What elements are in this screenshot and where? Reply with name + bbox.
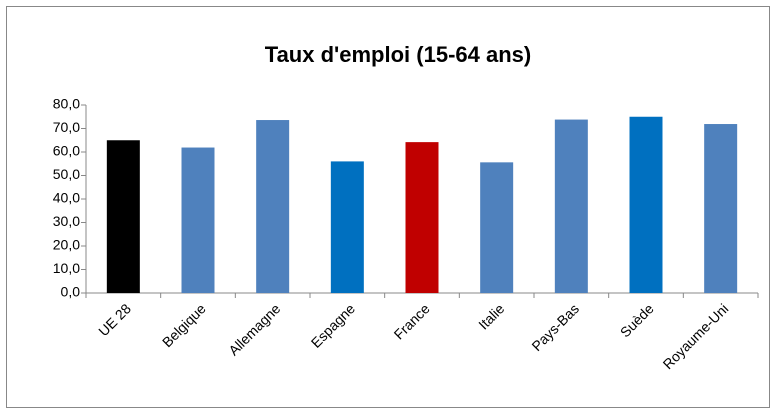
y-tick-label: 0,0 bbox=[61, 284, 81, 300]
bar bbox=[554, 119, 588, 293]
chart-title: Taux d'emploi (15-64 ans) bbox=[265, 42, 531, 67]
bar bbox=[330, 161, 364, 293]
y-tick-label: 20,0 bbox=[53, 237, 80, 253]
bar bbox=[106, 140, 140, 293]
y-tick-label: 80,0 bbox=[53, 96, 80, 112]
y-tick-label: 30,0 bbox=[53, 213, 80, 229]
bar bbox=[480, 162, 514, 293]
bar bbox=[405, 142, 439, 293]
y-tick-label: 40,0 bbox=[53, 190, 80, 206]
bar bbox=[181, 147, 215, 293]
y-tick-label: 70,0 bbox=[53, 119, 80, 135]
y-tick-label: 10,0 bbox=[53, 260, 80, 276]
y-tick-label: 60,0 bbox=[53, 143, 80, 159]
bar bbox=[629, 116, 663, 293]
bar bbox=[256, 120, 290, 293]
bar bbox=[704, 124, 738, 293]
y-tick-label: 50,0 bbox=[53, 166, 80, 182]
